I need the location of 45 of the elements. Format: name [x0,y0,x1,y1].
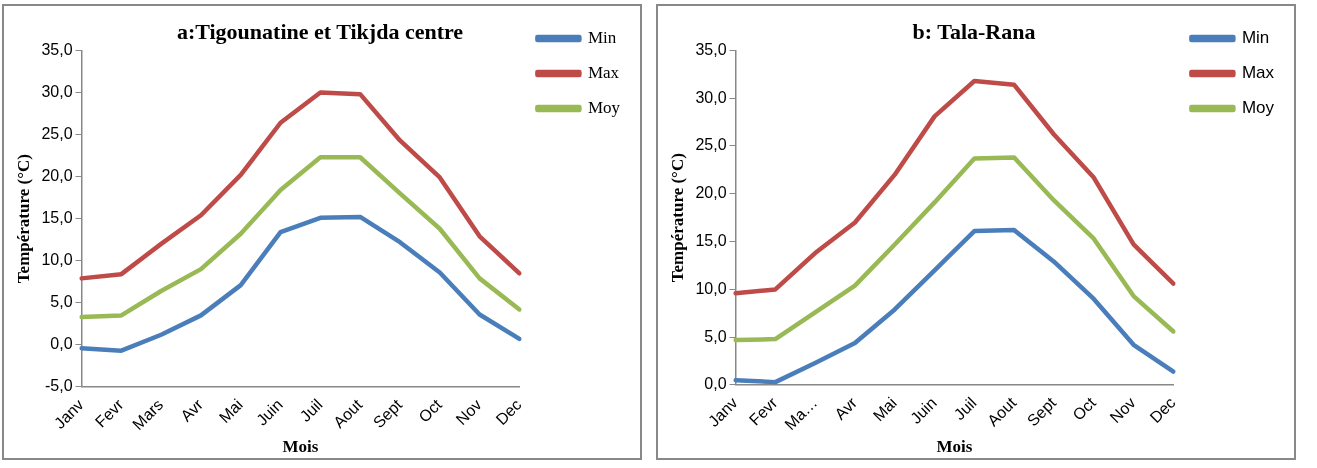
y-tick-label: 5,0 [704,327,727,345]
y-tick-label: 25,0 [41,124,73,142]
y-tick-label: 10,0 [41,251,73,269]
chart-title: a:Tigounatine et Tikjda centre [176,18,464,44]
x-tick-label: Dec [1146,394,1179,427]
y-tick-label: 30,0 [41,82,73,100]
x-tick-label: Oct [1069,393,1100,424]
x-tick-label: Sept [369,395,406,432]
x-tick-label: Nov [452,395,485,429]
x-axis-title: Mois [282,437,319,457]
y-tick-label: 10,0 [695,279,727,297]
y-tick-label: 20,0 [41,166,73,184]
legend-label: Moy [587,97,621,117]
y-tick-label: 5,0 [50,293,73,311]
legend-label: Max [1241,63,1275,83]
x-tick-label: Nov [1106,394,1139,427]
x-tick-label: Juin [253,395,286,429]
chart-title: b: Tala-Rana [912,18,1036,44]
y-tick-label: 15,0 [41,209,73,227]
x-tick-label: Avr [177,395,207,425]
legend-label: Moy [1241,98,1275,118]
y-tick-label: 30,0 [695,88,727,106]
y-axis-title: Température (°C) [667,153,687,283]
legend-label: Min [587,27,617,47]
x-tick-label: Juil [950,394,980,423]
y-axis-title: Température (°C) [13,154,33,284]
x-tick-label: Dec [492,395,525,429]
y-tick-label: 35,0 [41,40,73,58]
x-tick-label: Juil [296,395,326,425]
x-tick-label: Ma… [781,394,821,434]
x-tick-label: Mai [869,394,900,425]
y-tick-label: 35,0 [695,40,727,58]
x-tick-label: Oct [415,395,446,426]
x-tick-label: Avr [831,393,861,423]
y-tick-label: 0,0 [50,335,73,353]
y-tick-label: 15,0 [695,232,727,249]
y-tick-label: 0,0 [704,375,727,393]
x-tick-label: Juin [907,394,940,427]
y-tick-label: 20,0 [695,184,727,202]
y-tick-label: -5,0 [44,377,73,395]
legend-label: Min [1241,28,1270,48]
x-tick-label: Mai [215,395,246,427]
x-axis-title: Mois [936,437,973,457]
y-tick-label: 25,0 [695,136,727,154]
legend-label: Max [587,62,620,82]
